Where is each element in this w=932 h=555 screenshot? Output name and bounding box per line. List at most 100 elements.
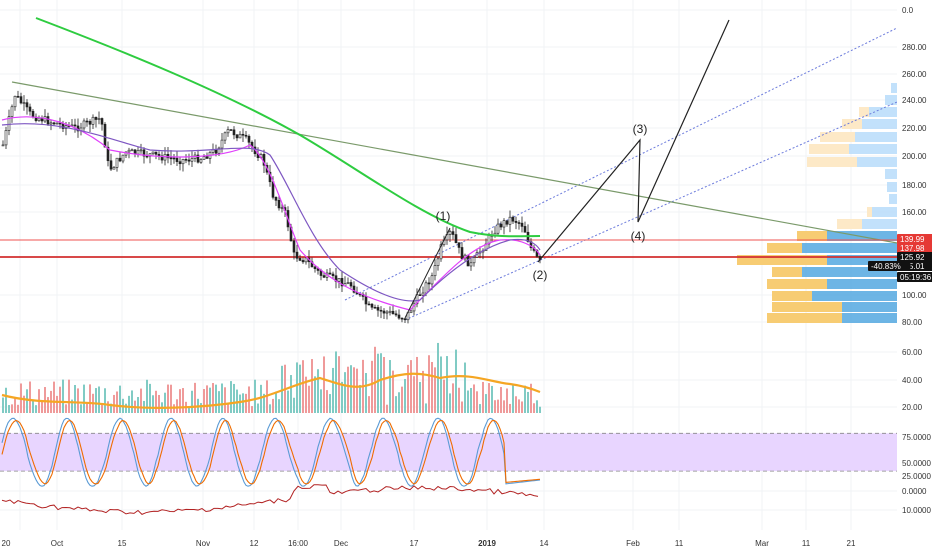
- volume-bar: [296, 362, 298, 413]
- volume-bar: [164, 392, 166, 413]
- vp-down-bar: [859, 107, 869, 117]
- vp-down-bar: [772, 267, 802, 277]
- volume-bar: [314, 376, 316, 413]
- candle-body: [7, 116, 11, 131]
- volume-bar: [527, 391, 529, 413]
- volume-bar: [488, 383, 490, 413]
- candle-body: [379, 309, 383, 312]
- price-tag-text: 139.99: [900, 235, 925, 244]
- vp-down-bar: [772, 291, 812, 301]
- volume-bar: [440, 356, 442, 413]
- price-tick: 80.00: [902, 318, 923, 327]
- candle-body: [295, 251, 299, 259]
- time-tick: Dec: [334, 539, 348, 548]
- wave-label: (2): [533, 268, 548, 282]
- candle-body: [346, 282, 350, 284]
- candle-body: [460, 247, 464, 260]
- candle-body: [13, 95, 17, 108]
- stoch-d-line: [1, 419, 541, 485]
- volume-bar: [119, 385, 121, 413]
- candle-body: [178, 161, 182, 165]
- volume-bar: [257, 403, 259, 413]
- vp-up-bar: [802, 243, 897, 253]
- volume-bar: [341, 381, 343, 413]
- volume-bar: [344, 372, 346, 413]
- candle-body: [82, 120, 86, 129]
- volume-bar: [227, 404, 229, 413]
- candle-body: [88, 121, 92, 125]
- volume-bar: [35, 405, 37, 413]
- volume-bar: [422, 370, 424, 413]
- volume-bar: [101, 403, 103, 413]
- candle-body: [472, 257, 476, 264]
- volume-bar: [140, 388, 142, 413]
- candle-body: [55, 122, 59, 125]
- candle-body: [205, 156, 209, 159]
- volume-bar: [149, 383, 151, 413]
- volume-bar: [77, 388, 79, 413]
- volume-bar: [59, 386, 61, 413]
- volume-bar: [116, 391, 118, 413]
- volume-bar: [152, 395, 154, 413]
- volume-bar: [56, 395, 58, 413]
- volume-bar: [398, 392, 400, 413]
- candle-body: [352, 285, 356, 293]
- vp-up-bar: [862, 119, 897, 129]
- candle-body: [46, 116, 50, 125]
- volume-bar: [407, 364, 409, 413]
- candle-body: [109, 160, 113, 170]
- volume-bar: [272, 398, 274, 413]
- volume-pane: [1, 342, 541, 413]
- volume-bar: [359, 384, 361, 413]
- vp-down-bar: [737, 255, 827, 265]
- price-tag-bg: [897, 234, 932, 244]
- volume-bar: [290, 375, 292, 413]
- candle-body: [220, 139, 224, 149]
- volume-bar: [266, 380, 268, 413]
- volume-bar: [524, 385, 526, 413]
- price-tag-text: 125.01: [900, 262, 925, 271]
- volume-bar: [53, 381, 55, 413]
- candle-body: [25, 102, 29, 108]
- candle-body: [232, 129, 236, 136]
- volume-bar: [431, 361, 433, 413]
- candle-body: [142, 149, 146, 157]
- volume-bar: [107, 401, 109, 413]
- volume-tick: 60.00: [902, 348, 923, 357]
- time-tick: Feb: [626, 539, 640, 548]
- volume-bar: [446, 356, 448, 413]
- volume-bar: [278, 399, 280, 413]
- candle-body: [298, 257, 302, 261]
- volume-bar: [386, 404, 388, 413]
- candle-body: [511, 216, 515, 222]
- volume-bar: [14, 397, 16, 413]
- candle-body: [388, 310, 392, 313]
- oscillator-line: [1, 484, 539, 515]
- time-axis: 20 Oct 15 Nov 12 16:00 Dec 17 2019 14 Feb 11 Mar 11 21: [2, 539, 856, 548]
- volume-bar: [242, 393, 244, 413]
- channel-lower: [404, 101, 898, 321]
- candle-body: [28, 106, 32, 112]
- candle-body: [271, 181, 275, 198]
- volume-bar: [194, 382, 196, 413]
- wave-labels: (1) (2) (3) (4): [436, 122, 648, 282]
- volume-bar: [275, 391, 277, 413]
- volume-bar: [512, 385, 514, 413]
- volume-bar: [125, 403, 127, 413]
- price-tag-bg: [868, 261, 911, 271]
- volume-bar: [5, 387, 7, 413]
- wave-1-line: [404, 227, 451, 319]
- volume-bar: [80, 404, 82, 413]
- candle-body: [130, 149, 134, 152]
- vp-down-bar: [772, 302, 842, 312]
- volume-bar: [392, 370, 394, 413]
- candle-body: [469, 262, 473, 267]
- stoch-k-line: [1, 417, 541, 487]
- volume-profile: [737, 83, 897, 323]
- volume-ma: [1, 372, 541, 409]
- volume-bar: [251, 406, 253, 413]
- wave-label: (4): [631, 229, 646, 243]
- volume-bar: [239, 394, 241, 413]
